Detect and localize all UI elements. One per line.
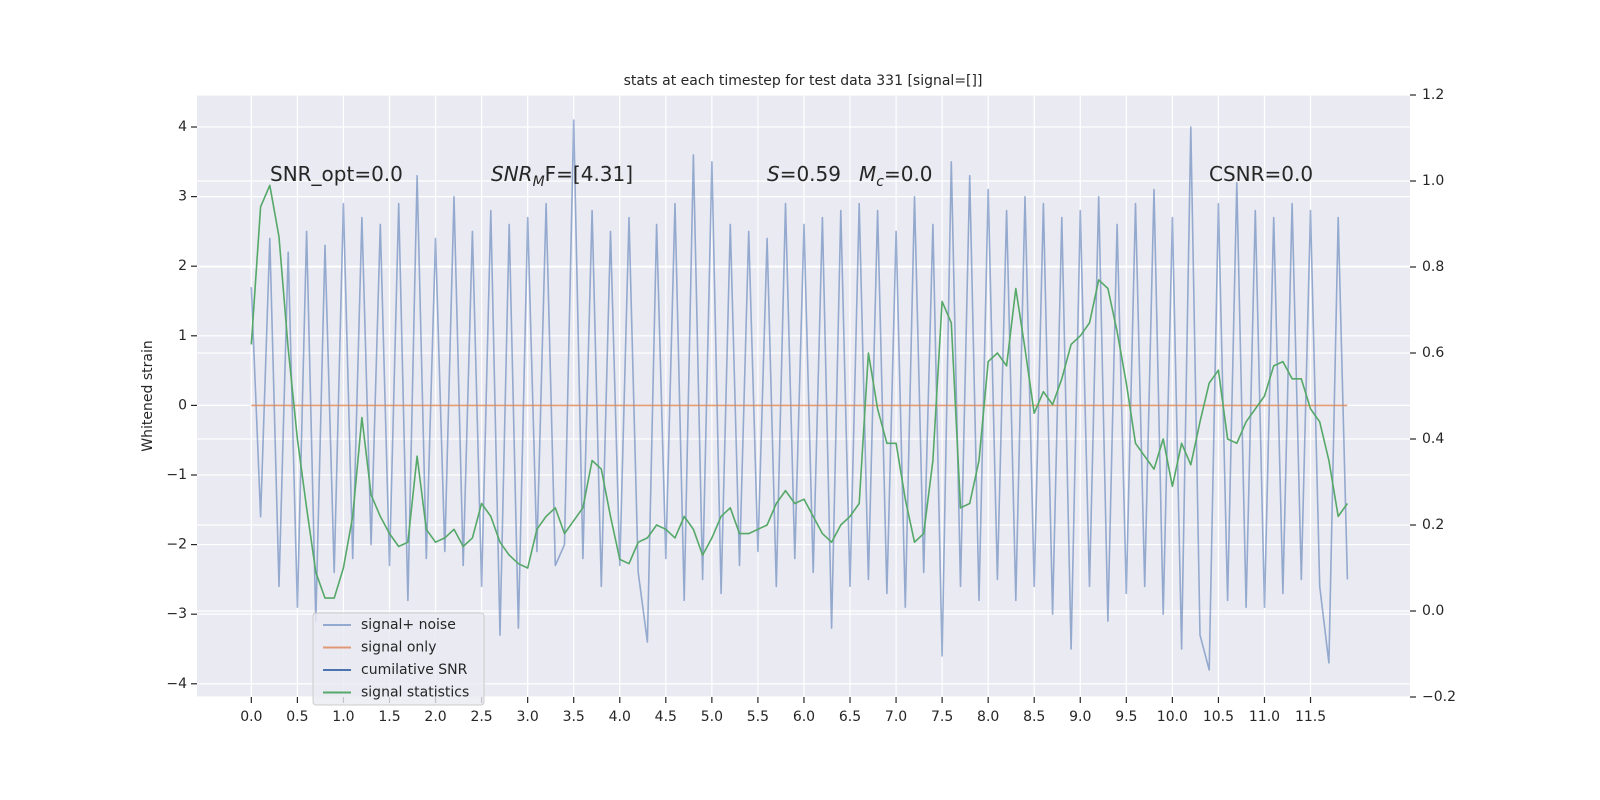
legend-box bbox=[312, 612, 485, 706]
y-tick-label: −2 bbox=[166, 537, 187, 553]
y2-tick-label: 0.4 bbox=[1422, 431, 1444, 447]
y-tick-label: 3 bbox=[178, 189, 187, 205]
annotation-symbol: SNR bbox=[491, 162, 533, 186]
y-tick-label: −4 bbox=[166, 676, 187, 692]
annotation-symbol: S bbox=[767, 162, 780, 186]
x-tick-label: 9.5 bbox=[1115, 709, 1137, 725]
legend-label: signal only bbox=[361, 640, 436, 656]
x-tick-label: 6.5 bbox=[839, 709, 861, 725]
x-tick-label: 1.5 bbox=[378, 709, 400, 725]
y-tick-label: −1 bbox=[166, 467, 187, 483]
y-tick-label: −3 bbox=[166, 606, 187, 622]
chart-title: stats at each timestep for test data 331… bbox=[624, 73, 983, 89]
x-tick-label: 10.0 bbox=[1157, 709, 1188, 725]
x-tick-label: 6.0 bbox=[793, 709, 815, 725]
x-tick-label: 5.5 bbox=[747, 709, 769, 725]
annotation-text: SNR_opt=0.0 bbox=[270, 162, 403, 186]
annotation: CSNR=0.0 bbox=[1209, 162, 1313, 186]
y-tick-label: 2 bbox=[178, 258, 187, 274]
series-line bbox=[250, 119, 1349, 671]
x-tick-label: 11.5 bbox=[1295, 709, 1326, 725]
x-tick-label: 2.0 bbox=[424, 709, 446, 725]
y2-tick-label: 0.0 bbox=[1422, 603, 1444, 619]
y2-tick-label: 0.6 bbox=[1422, 345, 1444, 361]
x-tick-label: 7.0 bbox=[885, 709, 907, 725]
annotation-text: CSNR=0.0 bbox=[1209, 162, 1313, 186]
y-tick-label: 1 bbox=[178, 328, 187, 344]
x-tick-label: 4.5 bbox=[655, 709, 677, 725]
x-tick-label: 4.0 bbox=[609, 709, 631, 725]
x-tick-label: 8.0 bbox=[977, 709, 999, 725]
annotation-text: =0.59 bbox=[780, 162, 841, 186]
x-tick-label: 11.0 bbox=[1249, 709, 1280, 725]
annotation: Mc=0.0 bbox=[859, 162, 933, 190]
x-tick-label: 1.0 bbox=[332, 709, 354, 725]
series-line bbox=[250, 184, 1349, 599]
legend-label: cumilative SNR bbox=[361, 662, 468, 678]
legend-label: signal+ noise bbox=[361, 617, 456, 633]
y-axis-label: Whitened strain bbox=[140, 340, 156, 451]
annotation-subscript: M bbox=[533, 174, 545, 190]
grid bbox=[197, 94, 1410, 698]
y-tick-label: 0 bbox=[178, 397, 187, 413]
legend-label: signal statistics bbox=[361, 685, 469, 701]
annotation: SNRMF=[4.31] bbox=[491, 162, 633, 190]
x-tick-label: 5.0 bbox=[701, 709, 723, 725]
annotation: S=0.59 bbox=[767, 162, 841, 186]
y2-tick-label: 0.8 bbox=[1422, 259, 1444, 275]
x-tick-label: 7.5 bbox=[931, 709, 953, 725]
y2-tick-label: 1.2 bbox=[1422, 87, 1444, 103]
x-tick-label: 0.5 bbox=[286, 709, 308, 725]
annotation-text: =0.0 bbox=[884, 162, 933, 186]
x-tick-label: 3.0 bbox=[517, 709, 539, 725]
y2-tick-label: 1.0 bbox=[1422, 173, 1444, 189]
x-tick-label: 8.5 bbox=[1023, 709, 1045, 725]
x-tick-label: 0.0 bbox=[240, 709, 262, 725]
x-tick-label: 10.5 bbox=[1203, 709, 1234, 725]
y2-tick-label: 0.2 bbox=[1422, 517, 1444, 533]
x-tick-label: 3.5 bbox=[563, 709, 585, 725]
annotation: SNR_opt=0.0 bbox=[270, 162, 403, 186]
annotation-text: F=[4.31] bbox=[545, 162, 633, 186]
legend: signal+ noise signal only cumilative SNR si… bbox=[312, 612, 485, 706]
y2-tick-label: −0.2 bbox=[1422, 689, 1456, 705]
x-tick-label: 9.0 bbox=[1069, 709, 1091, 725]
y-tick-label: 4 bbox=[178, 119, 187, 135]
annotation-symbol: M bbox=[859, 162, 876, 186]
annotation-subscript: c bbox=[876, 174, 884, 190]
x-tick-label: 2.5 bbox=[470, 709, 492, 725]
